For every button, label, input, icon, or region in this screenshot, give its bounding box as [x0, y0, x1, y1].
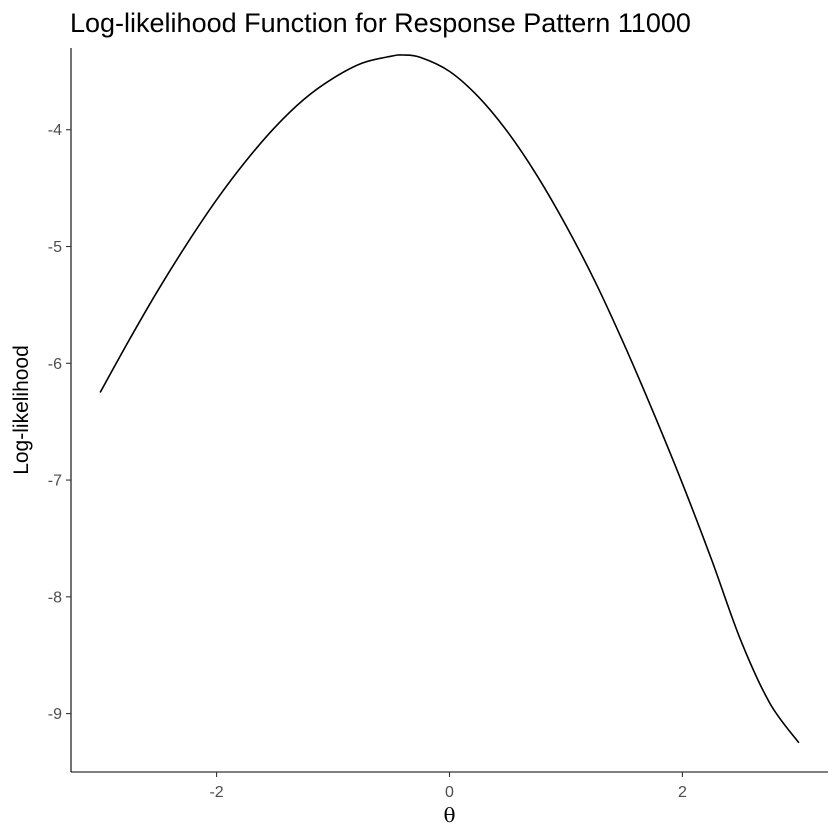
y-axis-title: Log-likelihood	[10, 345, 33, 475]
y-ticks: -9 -8 -7 -6 -5 -4	[48, 122, 71, 723]
x-tick-label: 0	[445, 784, 454, 801]
x-ticks: -2 0 2	[209, 772, 687, 801]
log-likelihood-curve	[99, 54, 800, 744]
x-tick-label: 2	[678, 784, 687, 801]
y-tick-label: -7	[48, 473, 62, 490]
y-tick-label: -9	[48, 706, 62, 723]
x-axis-title: θ	[443, 803, 455, 827]
y-tick-label: -4	[48, 122, 62, 139]
x-tick-label: -2	[209, 784, 223, 801]
y-tick-label: -6	[48, 356, 62, 373]
y-tick-label: -8	[48, 589, 62, 606]
y-tick-label: -5	[48, 239, 62, 256]
chart-title: Log-likelihood Function for Response Pat…	[70, 8, 691, 38]
